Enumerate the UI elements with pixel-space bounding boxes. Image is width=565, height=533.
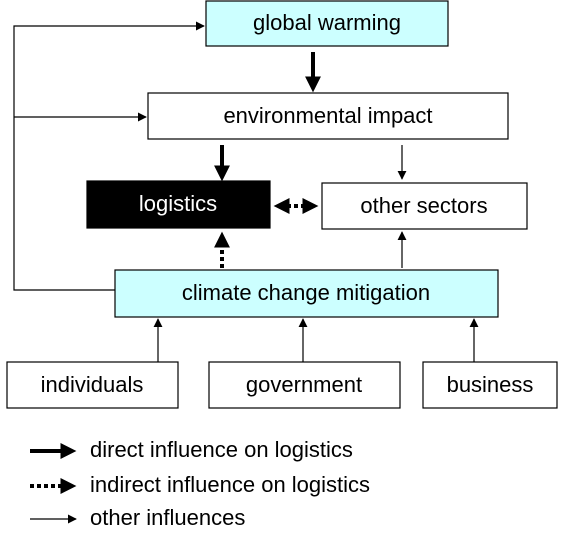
node-box xyxy=(321,182,528,230)
legend-label: other influences xyxy=(90,505,245,530)
node-label: government xyxy=(246,372,362,397)
node-label: logistics xyxy=(139,191,217,216)
node-label: climate change mitigation xyxy=(182,280,430,305)
legend-label: direct influence on logistics xyxy=(90,437,353,462)
node-label: individuals xyxy=(41,372,144,397)
node-box xyxy=(208,361,401,409)
node-box xyxy=(114,269,499,318)
node-label: other sectors xyxy=(360,193,487,218)
legend-label: indirect influence on logistics xyxy=(90,472,370,497)
node-label: global warming xyxy=(253,10,401,35)
node-box xyxy=(6,361,179,409)
node-label: environmental impact xyxy=(223,103,432,128)
node-box xyxy=(422,361,558,409)
node-box xyxy=(205,0,449,47)
node-box xyxy=(147,92,509,140)
node-label: business xyxy=(447,372,534,397)
node-box xyxy=(86,180,271,229)
arrow xyxy=(13,21,205,291)
